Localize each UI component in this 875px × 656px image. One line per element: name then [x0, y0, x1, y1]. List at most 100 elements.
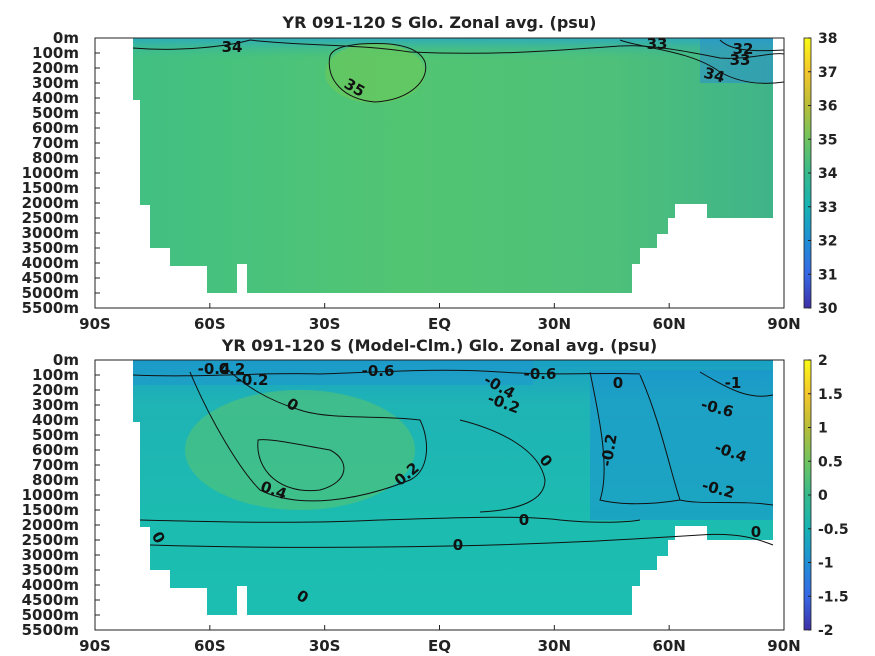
contour-label: -0.2	[236, 371, 269, 389]
chart-title: YR 091-120 S (Model-Clm.) Glo. Zonal avg…	[221, 336, 658, 355]
mask-block	[640, 570, 784, 586]
colorbar-tick-label: 37	[818, 65, 837, 81]
contour-label: 0	[613, 374, 623, 392]
panel-1: 34 35 33 32 33 34 YR 091-120 S Glo. Zonal avg.…	[22, 13, 838, 333]
x-tick-label: 60S	[194, 315, 226, 333]
chart-title: YR 091-120 S Glo. Zonal avg. (psu)	[282, 13, 597, 32]
y-tick-label: 2000m	[22, 516, 79, 534]
contour-label: -0.6	[362, 362, 395, 380]
y-tick-label: 200m	[32, 59, 79, 77]
x-tick-label: 90S	[79, 637, 111, 655]
missing-data-mask	[95, 360, 784, 630]
contour-label: 33	[647, 35, 668, 53]
mask-block	[725, 218, 773, 234]
y-tick-label: 700m	[32, 134, 79, 152]
colorbar-tick-label: 36	[818, 99, 837, 115]
x-tick-label: 90S	[79, 315, 111, 333]
colorbar-tick-label: 33	[818, 200, 837, 216]
contour-line	[639, 374, 681, 501]
x-tick-label: 30N	[538, 315, 571, 333]
contour-line	[257, 439, 345, 492]
mask-block	[237, 586, 247, 615]
contour-line	[189, 371, 428, 502]
contour-line	[619, 39, 785, 84]
y-tick-label: 4000m	[22, 576, 79, 594]
y-tick-label: 4500m	[22, 269, 79, 287]
x-tick-label: 60N	[652, 315, 685, 333]
y-tick-label: 400m	[32, 411, 79, 429]
y-tick-label: 300m	[32, 396, 79, 414]
colorbar-tick-label: 0	[818, 488, 828, 504]
y-tick-label: 5000m	[22, 284, 79, 302]
y-tick-label: 3500m	[22, 561, 79, 579]
mask-block	[657, 234, 784, 248]
mask-block	[707, 540, 725, 542]
mask-block	[95, 266, 207, 308]
contour-label: 0	[751, 523, 761, 541]
positive-anomaly-region	[185, 390, 415, 510]
contour-label: 0	[453, 536, 463, 554]
y-tick-label: 3500m	[22, 239, 79, 257]
contour-line	[149, 533, 774, 548]
mask-block	[707, 218, 725, 220]
y-tick-label: 4500m	[22, 591, 79, 609]
panel-2: -0.4-0.20.200.40.2 -0.6 -0.4-0.2-0.6 0-0.20…	[22, 336, 849, 655]
y-tick-label: 800m	[32, 471, 79, 489]
contour-label: 33	[730, 51, 751, 69]
mask-block	[95, 360, 133, 422]
colorbar-tick-label: -0.5	[818, 522, 849, 538]
mask-block	[690, 526, 707, 542]
mask-block	[773, 360, 784, 422]
contour-label: -0.6	[524, 365, 557, 383]
x-tick-label: 90N	[767, 315, 800, 333]
mask-block	[95, 205, 150, 248]
mask-block	[237, 293, 247, 308]
y-tick-label: 300m	[32, 74, 79, 92]
x-tick-label: EQ	[428, 637, 451, 655]
x-tick-label: 90N	[767, 637, 800, 655]
mask-block	[247, 615, 784, 630]
x-tick-label: EQ	[428, 315, 451, 333]
y-tick-label: 100m	[32, 44, 79, 62]
colorbar-tick-label: 30	[818, 301, 838, 317]
y-tick-label: 4000m	[22, 254, 79, 272]
y-tick-label: 3000m	[22, 224, 79, 242]
contour-lines	[132, 369, 774, 548]
contour-label: 0	[519, 511, 529, 529]
y-tick-label: 1000m	[22, 164, 79, 182]
contour-label: 34	[222, 38, 243, 56]
contour-label: -0.4	[198, 360, 231, 378]
y-tick-label: 0m	[53, 29, 79, 47]
colorbar-tick-label: 31	[818, 267, 837, 283]
missing-data-mask	[95, 38, 784, 308]
mask-block	[757, 234, 784, 248]
contour-line	[719, 39, 785, 52]
colorbar-tick-label: 0.5	[818, 454, 843, 470]
high-salinity-core	[325, 43, 425, 103]
y-tick-label: 1000m	[22, 486, 79, 504]
y-tick-label: 500m	[32, 104, 79, 122]
colorbar-tick-label: 1.5	[818, 387, 843, 403]
colorbar-tick-label: 34	[818, 166, 838, 182]
mask-block	[773, 38, 784, 100]
x-tick-label: 60N	[652, 637, 685, 655]
mask-block	[773, 100, 784, 248]
y-tick-label: 1500m	[22, 501, 79, 519]
contour-line	[328, 43, 427, 103]
colorbar-tick-label: -1.5	[818, 589, 849, 605]
mask-block	[247, 293, 784, 308]
contour-line	[132, 39, 785, 59]
y-tick-label: 2000m	[22, 194, 79, 212]
colorbar-tick-label: 2	[818, 353, 828, 369]
contour-label: -0.2	[597, 432, 620, 467]
mask-block	[640, 248, 784, 264]
colorbar-tick-label: 32	[818, 234, 837, 250]
colorbar-tick-label: 35	[818, 132, 837, 148]
contour-line	[139, 516, 641, 523]
colorbar-tick-label: 38	[818, 31, 837, 47]
contour-label: 0.2	[219, 360, 246, 378]
mask-block	[690, 204, 707, 220]
mask-block	[773, 422, 784, 570]
y-tick-label: 800m	[32, 149, 79, 167]
